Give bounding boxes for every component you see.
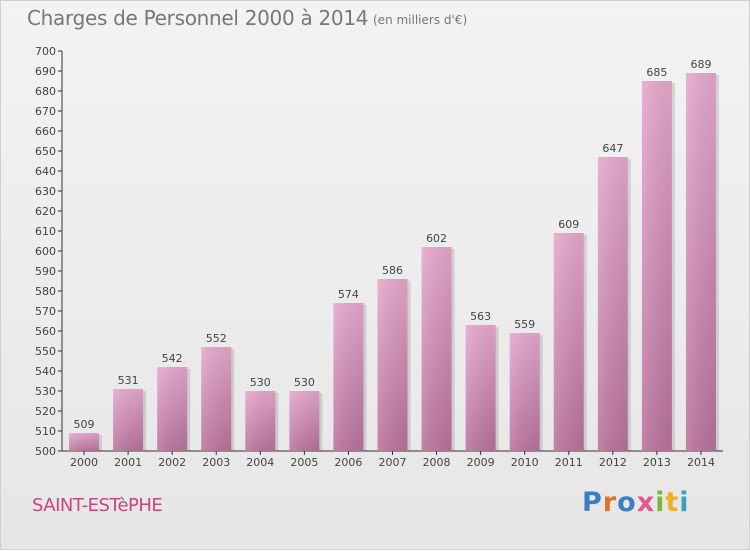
y-tick-label: 600 (35, 245, 56, 258)
x-tick-label: 2000 (70, 456, 98, 469)
y-tick-label: 570 (35, 305, 56, 318)
place-name: SAINT-ESTèPHE (32, 495, 163, 516)
bar-shade (333, 303, 364, 451)
x-tick-label: 2002 (158, 456, 186, 469)
y-tick-label: 520 (35, 405, 56, 418)
y-tick-label: 640 (35, 165, 56, 178)
bar-shade (157, 367, 188, 451)
y-tick-label: 560 (35, 325, 56, 338)
bar-value-label: 542 (162, 352, 183, 365)
bar-value-label: 689 (690, 58, 711, 71)
logo-letter: r (602, 487, 618, 518)
bar-value-label: 509 (74, 418, 95, 431)
logo-letter: i (679, 487, 690, 518)
bar-value-label: 530 (294, 376, 315, 389)
y-tick-label: 620 (35, 205, 56, 218)
bar-value-label: 559 (514, 318, 535, 331)
chart-title: Charges de Personnel 2000 à 2014 (27, 6, 369, 30)
y-tick-label: 630 (35, 185, 56, 198)
bar-shade (597, 157, 628, 451)
y-tick-label: 670 (35, 105, 56, 118)
x-tick-label: 2007 (379, 456, 407, 469)
y-tick-label: 680 (35, 85, 56, 98)
x-tick-label: 2012 (599, 456, 627, 469)
logo-letter: t (665, 487, 680, 518)
chart-subtitle: (en milliers d'€) (373, 13, 468, 27)
x-tick-label: 2006 (334, 456, 362, 469)
bar-value-label: 574 (338, 288, 359, 301)
y-tick-label: 610 (35, 225, 56, 238)
bar-shade (685, 73, 716, 451)
y-tick-label: 540 (35, 365, 56, 378)
bar-value-label: 531 (118, 374, 139, 387)
x-tick-label: 2010 (511, 456, 539, 469)
y-tick-label: 660 (35, 125, 56, 138)
y-tick-label: 650 (35, 145, 56, 158)
bar-shade (641, 81, 672, 451)
y-tick-label: 550 (35, 345, 56, 358)
bar-shade (509, 333, 540, 451)
bar-value-label: 552 (206, 332, 227, 345)
bar-shade (553, 233, 584, 451)
bar-value-label: 563 (470, 310, 491, 323)
y-tick-label: 580 (35, 285, 56, 298)
bar-shade (289, 391, 320, 451)
y-tick-label: 690 (35, 65, 56, 78)
logo-letter: i (655, 487, 666, 518)
bar-shade (113, 389, 144, 451)
bar-value-label: 609 (558, 218, 579, 231)
logo-letter: o (617, 487, 637, 518)
bar-shade (201, 347, 232, 451)
bar-shade (245, 391, 276, 451)
bar-shade (465, 325, 496, 451)
bar-shade (69, 433, 100, 451)
x-tick-label: 2013 (643, 456, 671, 469)
bar-value-label: 530 (250, 376, 271, 389)
y-tick-label: 700 (35, 45, 56, 58)
y-tick-label: 590 (35, 265, 56, 278)
x-tick-label: 2005 (290, 456, 318, 469)
x-tick-label: 2011 (555, 456, 583, 469)
y-tick-label: 510 (35, 425, 56, 438)
bar-value-label: 586 (382, 264, 403, 277)
x-tick-label: 2014 (687, 456, 715, 469)
y-tick-label: 530 (35, 385, 56, 398)
bar-shade (421, 247, 452, 451)
logo-letter: P (582, 487, 603, 518)
y-tick-label: 500 (35, 445, 56, 458)
x-tick-label: 2003 (202, 456, 230, 469)
logo-letter: x (636, 487, 656, 518)
proxiti-logo: Proxiti (582, 487, 690, 518)
x-tick-label: 2001 (114, 456, 142, 469)
bar-value-label: 602 (426, 232, 447, 245)
x-tick-label: 2008 (423, 456, 451, 469)
x-tick-label: 2009 (467, 456, 495, 469)
bar-value-label: 647 (602, 142, 623, 155)
bar-value-label: 685 (646, 66, 667, 79)
x-tick-label: 2004 (246, 456, 274, 469)
bar-shade (377, 279, 408, 451)
